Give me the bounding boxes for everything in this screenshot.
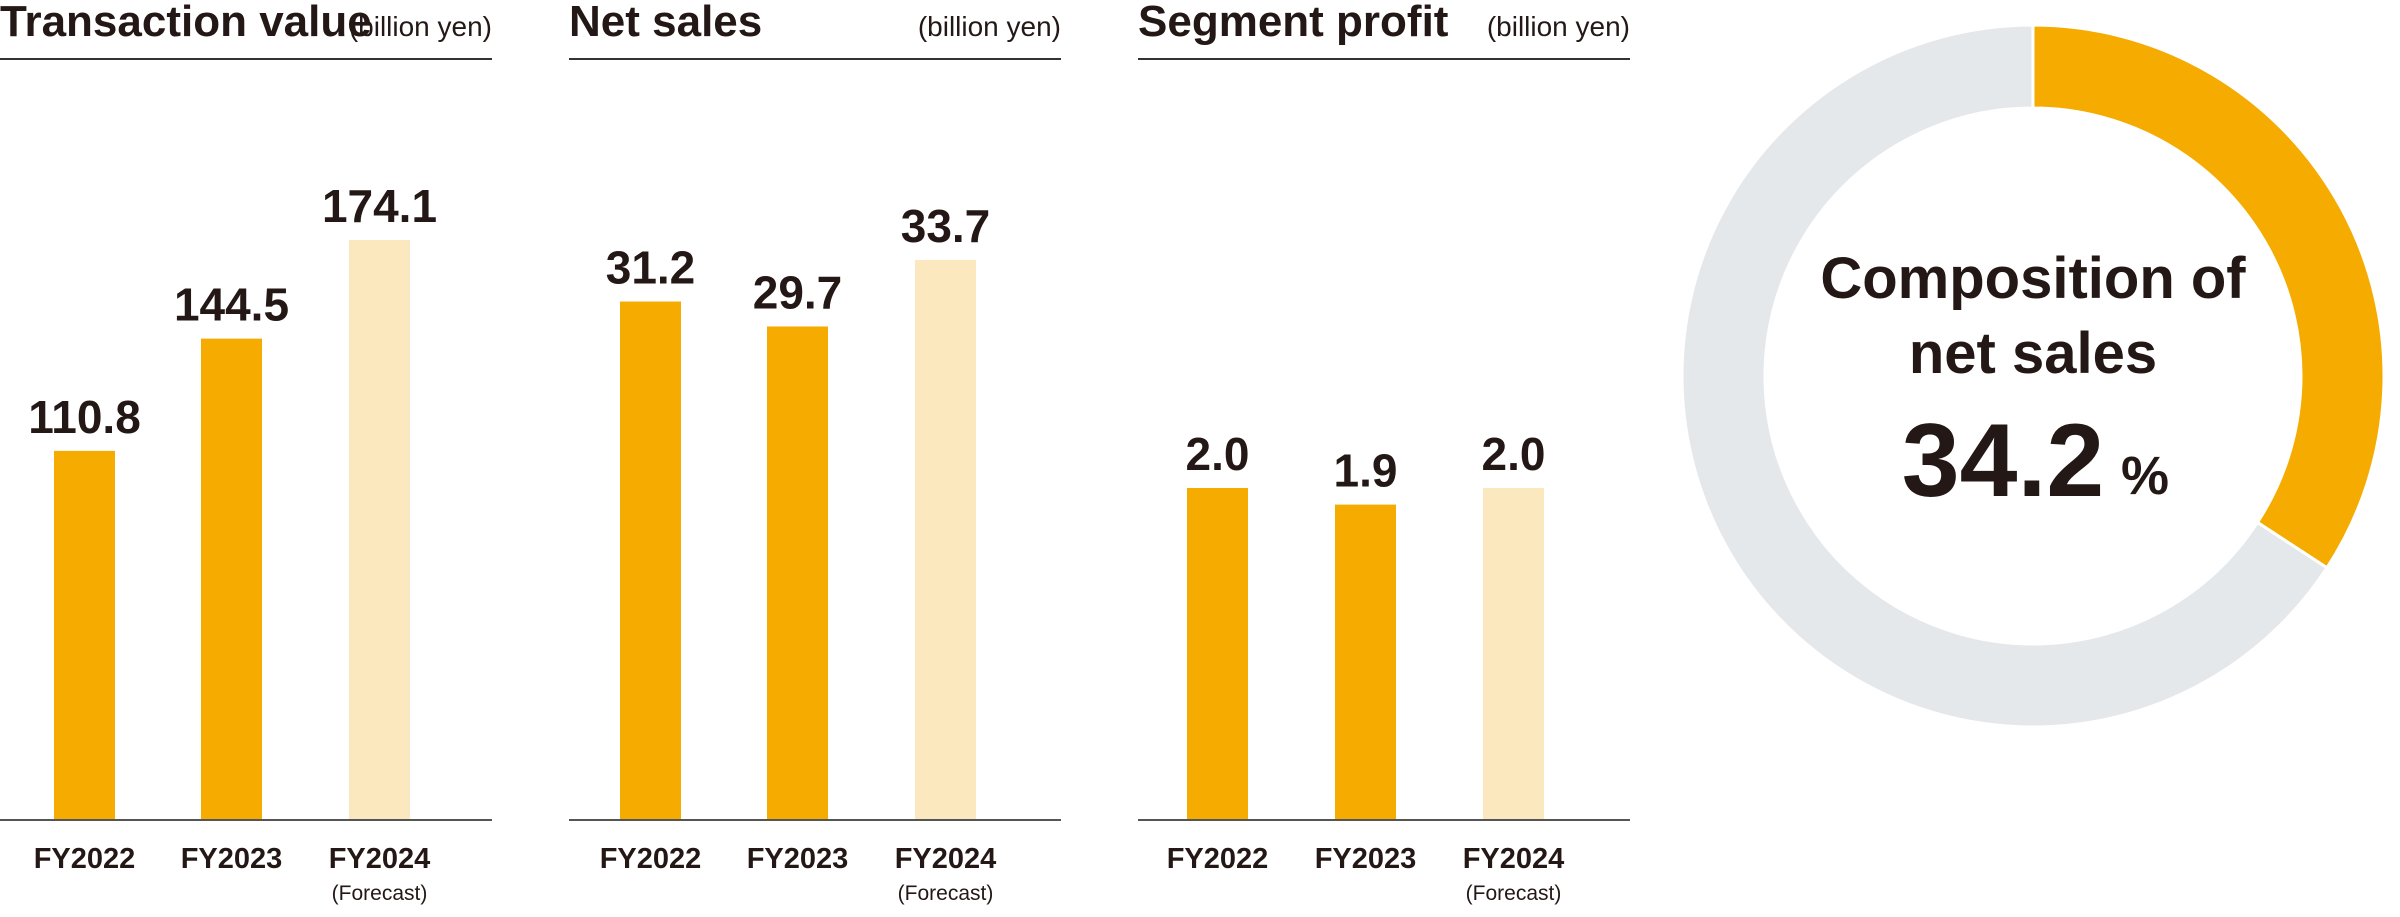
value-label: 2.0	[1482, 428, 1546, 480]
category-label: FY2024	[895, 843, 997, 875]
category-label: FY2023	[181, 843, 283, 875]
bar-fy2024	[915, 260, 976, 820]
donut-title-line1: Composition of	[1820, 246, 2246, 311]
chart-title: Segment profit	[1138, 0, 1449, 46]
category-label: FY2023	[747, 843, 849, 875]
value-label: 31.2	[606, 242, 696, 294]
bar-fy2023	[1335, 504, 1396, 820]
category-sublabel: (Forecast)	[332, 882, 428, 905]
value-label: 110.8	[28, 391, 141, 443]
bar-fy2023	[201, 338, 262, 820]
bar-fy2022	[54, 450, 115, 820]
value-label: 174.1	[322, 180, 437, 232]
bar-fy2024	[1483, 488, 1544, 820]
bar-fy2024	[349, 240, 410, 820]
category-label: FY2022	[34, 843, 136, 875]
value-label: 33.7	[901, 200, 991, 252]
chart-title: Transaction value	[0, 0, 372, 46]
percent-sign: %	[2121, 446, 2169, 506]
donut-title-line2: net sales	[1909, 321, 2157, 386]
unit-label: (billion yen)	[349, 11, 492, 42]
value-label: 144.5	[174, 279, 289, 331]
donut-value: 34.2	[1902, 403, 2104, 519]
bar-fy2022	[620, 301, 681, 820]
category-label: FY2022	[1167, 843, 1269, 875]
chart-title: Net sales	[569, 0, 762, 46]
donut-slice-share	[2031, 23, 2386, 570]
category-sublabel: (Forecast)	[1466, 882, 1562, 905]
category-label: FY2024	[329, 843, 431, 875]
unit-label: (billion yen)	[918, 11, 1061, 42]
bar-fy2022	[1187, 488, 1248, 820]
bar-fy2023	[767, 326, 828, 820]
category-label: FY2023	[1315, 843, 1417, 875]
category-sublabel: (Forecast)	[898, 882, 994, 905]
unit-label: (billion yen)	[1487, 11, 1630, 42]
value-label: 29.7	[753, 266, 843, 318]
value-label: 2.0	[1186, 428, 1250, 480]
category-label: FY2024	[1463, 843, 1565, 875]
category-label: FY2022	[600, 843, 702, 875]
donut-slice-remainder	[1680, 23, 2330, 729]
value-label: 1.9	[1334, 445, 1398, 497]
